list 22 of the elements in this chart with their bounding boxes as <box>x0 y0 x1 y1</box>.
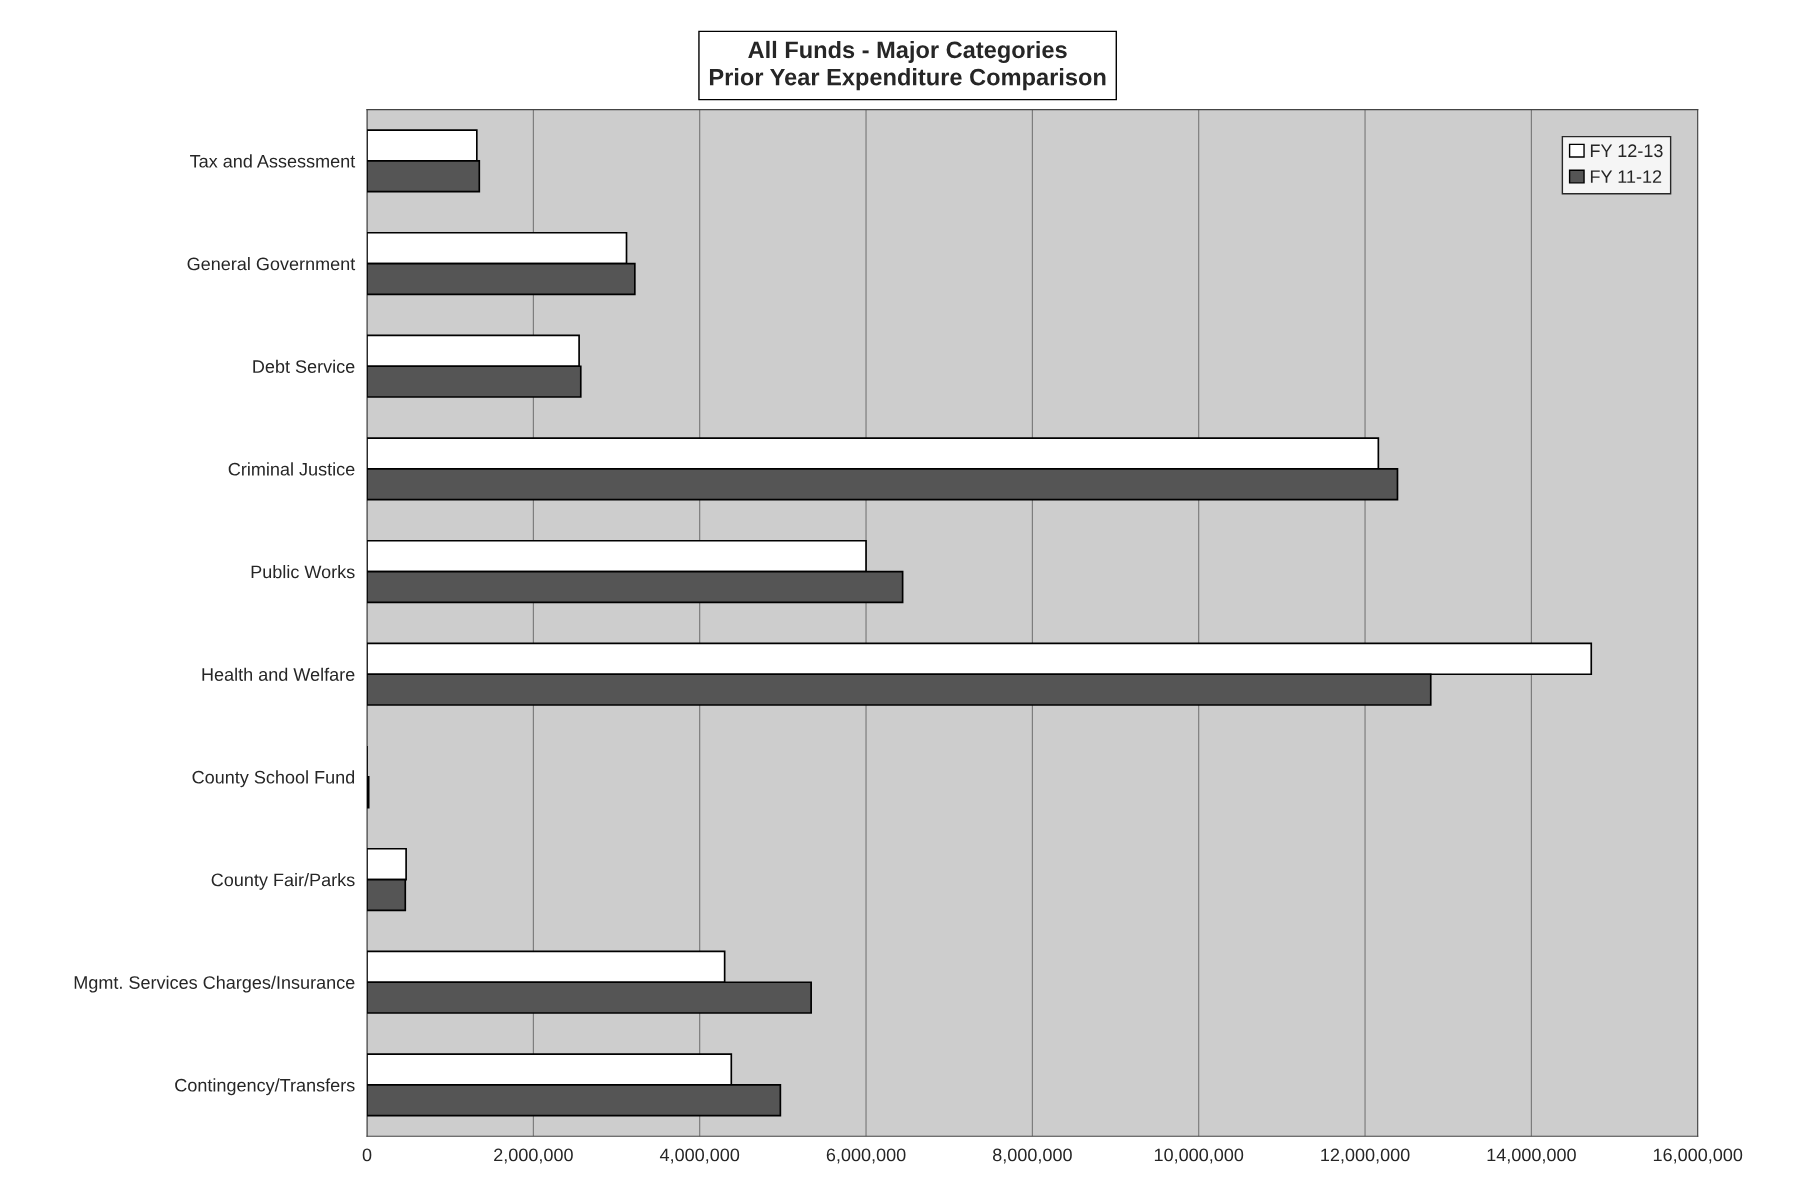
y-tick-label: Mgmt. Services Charges/Insurance <box>74 975 355 993</box>
x-tick-label: 16,000,000 <box>1653 1148 1743 1164</box>
x-tick-label: 6,000,000 <box>826 1148 906 1164</box>
y-tick-label: Debt Service <box>253 359 355 373</box>
y-tick-label: Public Works <box>251 565 355 579</box>
y-tick-label: County Fair/Parks <box>211 873 355 890</box>
x-tick-label: 12,000,000 <box>1321 1148 1410 1164</box>
chart-title: All Funds - Major Categories Prior Year Expenditure Comparison <box>709 40 1106 91</box>
y-tick-label: Contingency/Transfers <box>175 1078 355 1096</box>
y-tick-label: County School Fund <box>192 770 355 788</box>
y-tick-label: Health and Welfare <box>202 667 355 681</box>
x-tick-label: 8,000,000 <box>992 1148 1072 1164</box>
legend-label: FY 11-12 <box>1590 170 1662 183</box>
x-tick-label: 4,000,000 <box>659 1148 740 1164</box>
y-tick-label: Criminal Justice <box>228 462 355 476</box>
x-tick-label: 2,000,000 <box>494 1148 573 1164</box>
x-tick-label: 0 <box>362 1148 372 1162</box>
legend-label: FY 12-13 <box>1590 144 1663 158</box>
x-tick-label: 10,000,000 <box>1154 1148 1244 1164</box>
x-tick-label: 14,000,000 <box>1487 1148 1576 1164</box>
y-tick-label: General Government <box>187 257 356 271</box>
y-tick-label: Tax and Assessment <box>190 154 356 168</box>
